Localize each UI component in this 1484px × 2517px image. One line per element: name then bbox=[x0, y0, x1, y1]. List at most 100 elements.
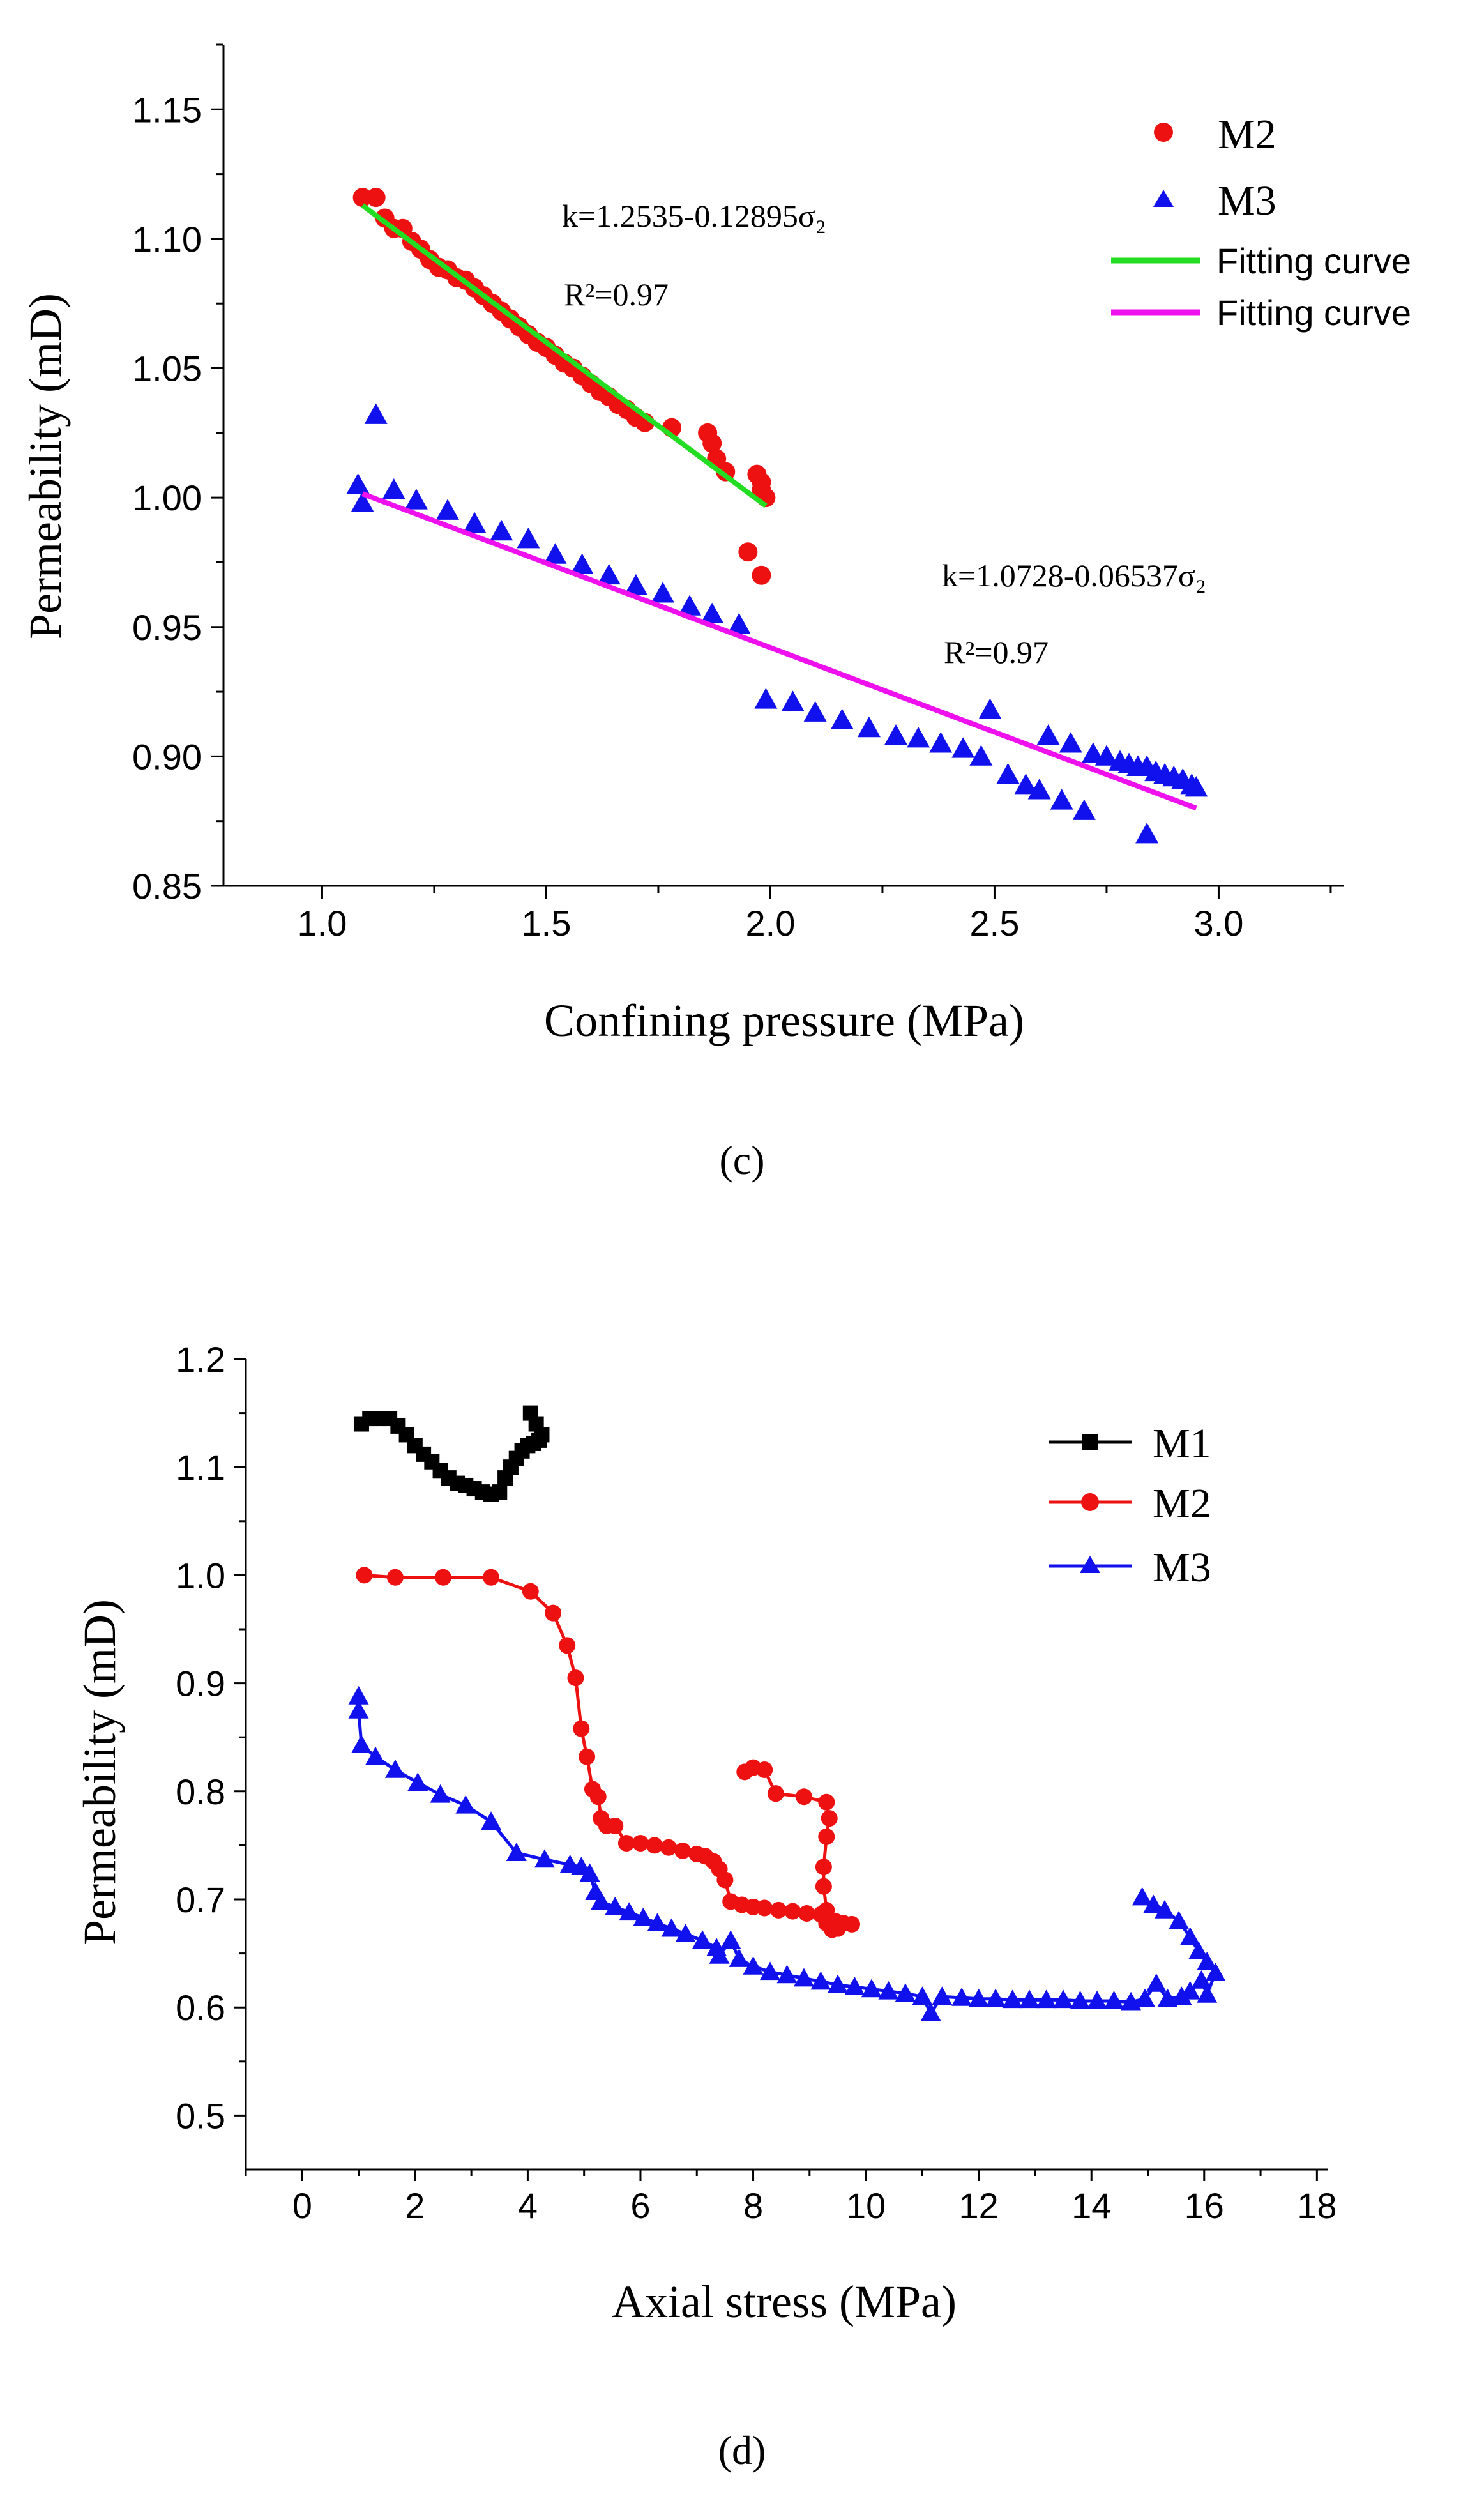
chart-d-m3-2-point bbox=[743, 1956, 764, 1975]
chart-d-m3-2-point bbox=[534, 1849, 555, 1868]
chart-d-m3-2-point bbox=[1191, 1970, 1212, 1989]
chart-d-m3-2-point bbox=[1169, 1910, 1190, 1929]
chart-d-m3-2-point bbox=[1070, 1991, 1091, 2009]
chart-d-m2-1-point bbox=[770, 1901, 787, 1919]
chart-d-x-tick-label: 14 bbox=[1071, 2186, 1111, 2226]
chart-d-m3-2-point bbox=[1146, 1973, 1167, 1992]
chart-c-m3-1-point bbox=[1059, 732, 1082, 753]
chart-d-m3-2-point bbox=[455, 1795, 476, 1814]
chart-c-m3-1-point bbox=[857, 716, 881, 738]
chart-d-x-tick-label: 12 bbox=[959, 2186, 999, 2226]
chart-c-y-tick-label: 0.90 bbox=[132, 736, 202, 777]
chart-d-m3-2-point bbox=[351, 1735, 372, 1753]
chart-c-x-axis-title: Confining pressure (MPa) bbox=[544, 995, 1024, 1046]
chart-d-m3-2-point bbox=[1205, 1963, 1226, 1981]
chart-c-m3-1-point bbox=[1027, 779, 1051, 800]
chart-d-m3-2-point bbox=[1002, 1989, 1023, 2009]
chart-c-m3-1-point bbox=[346, 473, 370, 494]
chart-d-m2-1-point bbox=[829, 1920, 846, 1937]
chart-d-y-tick-label: 1.2 bbox=[176, 1339, 225, 1380]
chart-d-x-tick-label: 10 bbox=[846, 2186, 886, 2226]
chart-c-m3-1-point bbox=[1094, 745, 1118, 766]
chart-d-m1-0-point bbox=[492, 1484, 508, 1500]
chart-c-m2-0-point bbox=[702, 434, 722, 453]
chart-d-m2-1-point bbox=[815, 1878, 832, 1895]
chart-d-m3-2-point bbox=[619, 1902, 640, 1921]
chart-c-x-tick-label: 1.0 bbox=[298, 903, 347, 943]
chart-c-m3-1-point bbox=[803, 701, 827, 722]
chart-d-m2-1-point bbox=[386, 1569, 404, 1586]
chart-d-m3-2-point bbox=[1053, 1989, 1074, 2009]
chart-d-m3-2-point bbox=[692, 1930, 713, 1949]
chart-c-m3-1-point bbox=[1036, 724, 1060, 745]
chart-d-m3-2-point bbox=[579, 1863, 600, 1882]
chart-d-y-tick-label: 1.1 bbox=[176, 1447, 225, 1487]
chart-d-m2-1-point bbox=[483, 1569, 500, 1586]
legend-c-m3-marker bbox=[1153, 190, 1174, 207]
chart-d-m3-2-point bbox=[661, 1918, 682, 1937]
chart-d-m3-2-point bbox=[709, 1945, 730, 1964]
chart-d-m3-2-point bbox=[348, 1700, 369, 1719]
chart-d-m2-1-point bbox=[356, 1567, 373, 1584]
legend-c-m2-label: M2 bbox=[1218, 111, 1276, 158]
chart-c-m3-1-point bbox=[364, 403, 388, 424]
chart-d-m2-1-point bbox=[844, 1915, 861, 1933]
chart-c-annotation-m2-equation: k=1.2535-0.12895σ₂ bbox=[562, 198, 826, 234]
chart-d-m3-2-point bbox=[1143, 1894, 1164, 1913]
chart-c-plot-area bbox=[346, 188, 1208, 844]
chart-c-y-axis-title: Permeability (mD) bbox=[20, 293, 71, 639]
chart-d-m3-2-point bbox=[861, 1979, 882, 1998]
chart-d-y-tick-label: 0.7 bbox=[176, 1880, 225, 1920]
chart-d-m3-2-point bbox=[1197, 1984, 1218, 2003]
legend-c-fit-green-label: Fitting curve bbox=[1216, 241, 1411, 281]
chart-d-m2-1-point bbox=[821, 1810, 838, 1827]
chart-c-fitting-curve-2-line bbox=[361, 203, 768, 508]
chart-d-m2-1-point bbox=[646, 1837, 663, 1854]
chart-panel-d: 0 2 4 6 8 10 12 14 16 180.50.60.70.80.91.01.11.2 … bbox=[74, 1339, 1336, 2473]
chart-c-m3-1-point bbox=[490, 519, 513, 541]
chart-c-x-tick-label: 2.0 bbox=[746, 903, 796, 943]
chart-d-m3-2-point bbox=[1132, 1887, 1153, 1906]
chart-c-m3-1-point bbox=[1135, 822, 1159, 844]
chart-d-m3-2-point bbox=[760, 1961, 781, 1981]
chart-d-m2-1-point bbox=[818, 1828, 835, 1845]
chart-c-m3-1-point bbox=[404, 489, 428, 510]
chart-c-annotation-m2-r2: R²=0.97 bbox=[564, 277, 669, 312]
chart-d-x-axis-title: Axial stress (MPa) bbox=[612, 2276, 957, 2327]
chart-d-y-tick-label: 0.6 bbox=[176, 1988, 225, 2028]
panel-label-d: (d) bbox=[718, 2428, 766, 2473]
chart-c-fitting-curve-3-line bbox=[361, 491, 1197, 811]
chart-d-x-tick-label: 0 bbox=[292, 2186, 312, 2226]
chart-c-m3-1-point bbox=[570, 553, 594, 574]
chart-c-m3-1-point bbox=[727, 612, 751, 634]
chart-c-m3-1-point bbox=[543, 543, 567, 564]
chart-d-x-tick-label: 6 bbox=[630, 2186, 650, 2226]
chart-c-m3-1-point bbox=[597, 563, 621, 585]
chart-d-m2-1-point bbox=[434, 1569, 451, 1586]
chart-d-y-axis-title: Permeability (mD) bbox=[74, 1599, 125, 1945]
chart-d-x-tick-label: 2 bbox=[405, 2186, 425, 2226]
legend-d-m2-label: M2 bbox=[1153, 1480, 1211, 1527]
legend-d-m3-label: M3 bbox=[1153, 1544, 1211, 1591]
legend-c-fit-magenta-label: Fitting curve bbox=[1216, 293, 1411, 333]
legend-c-m2-marker bbox=[1154, 123, 1173, 142]
chart-d-m3-2-point bbox=[1154, 1899, 1175, 1919]
chart-d-m2-1-point bbox=[756, 1899, 773, 1917]
chart-d-x-tick-label: 16 bbox=[1185, 2186, 1224, 2226]
chart-c-ticks: 1.0 1.5 2.0 2.5 3.0 0.85 0.90 0.95 1.00 1.05 1.10 1… bbox=[132, 43, 1332, 943]
chart-d-m3-2-point bbox=[407, 1772, 428, 1791]
chart-c-m3-1-point bbox=[969, 745, 993, 766]
chart-d-legend: M1 M2 M3 bbox=[1049, 1420, 1211, 1591]
chart-d-m3-2-point bbox=[1197, 1952, 1218, 1970]
chart-c-y-tick-label: 1.00 bbox=[132, 478, 202, 518]
chart-panel-c: 1.0 1.5 2.0 2.5 3.0 0.85 0.90 0.95 1.00 1.05 1.10 1… bbox=[20, 43, 1411, 1183]
chart-c-m3-1-point bbox=[951, 737, 975, 758]
chart-d-m2-1-point bbox=[798, 1905, 815, 1922]
chart-d-m1-0-point bbox=[522, 1405, 538, 1421]
chart-d-m3-2-point bbox=[481, 1811, 502, 1830]
chart-d-m3-2-point bbox=[951, 1987, 973, 2006]
chart-d-m3-2-point bbox=[1135, 1988, 1156, 2007]
chart-c-m3-1-point bbox=[1050, 789, 1073, 810]
chart-d-m3-2-point bbox=[1157, 1988, 1178, 2007]
chart-d-m3-2-point bbox=[968, 1988, 989, 2007]
